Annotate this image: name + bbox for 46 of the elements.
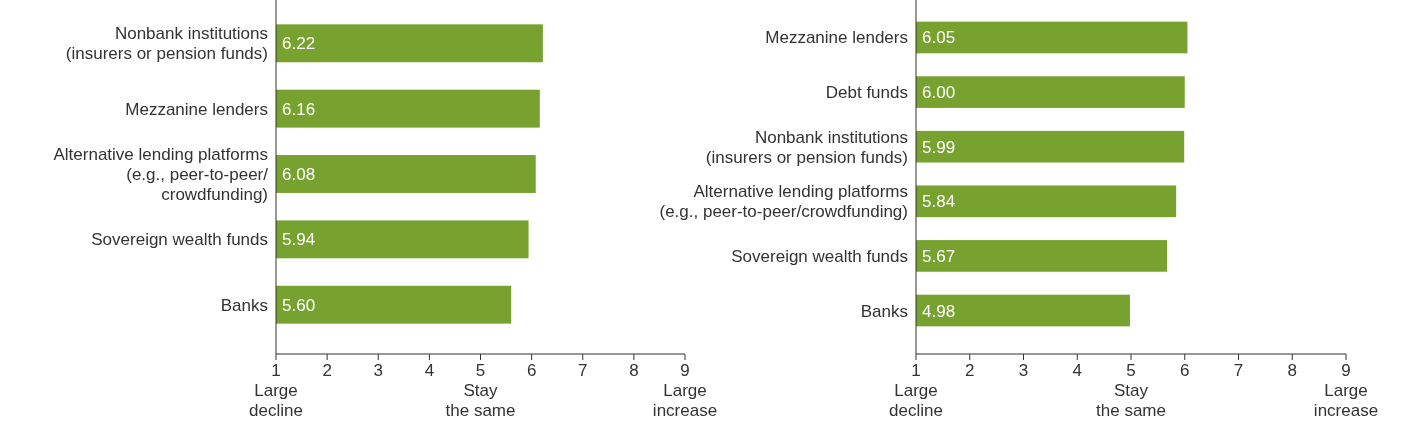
data-label: 5.99: [922, 137, 956, 157]
y-tick-label: Nonbank institutions (insurers or pension funds): [705, 127, 908, 167]
x-tick-label: 4: [424, 361, 435, 380]
data-label: 6.00: [922, 83, 956, 103]
x-tick-label: 8: [1287, 361, 1297, 380]
y-tick-label: Debt funds: [825, 83, 908, 103]
x-tick-label: 9: [680, 361, 690, 380]
y-tick-label: Banks: [860, 301, 908, 321]
x-tick-label: 9: [1341, 361, 1351, 380]
x-tick-label: 6: [526, 361, 537, 380]
data-label: 5.67: [922, 246, 956, 266]
x-tick-label: 1: [271, 361, 281, 380]
x-tick-label: 6: [1180, 361, 1190, 380]
data-label: 6.05: [922, 28, 956, 48]
data-label: 5.60: [282, 295, 316, 315]
x-tick-label: 7: [578, 361, 588, 380]
data-label: 6.16: [282, 99, 316, 119]
y-tick-label: Banks: [220, 295, 268, 315]
text: Stay the same: [445, 381, 516, 420]
x-tick-label: 3: [373, 361, 383, 380]
x-tick-label: 1: [911, 361, 921, 380]
y-tick-label: Sovereign wealth funds: [731, 246, 908, 266]
x-tick-label: 2: [322, 361, 332, 380]
text: Large increase: [652, 381, 718, 420]
x-tick-label: 7: [1233, 361, 1244, 380]
y-tick-label: Nonbank institutions (insurers or pension funds): [65, 24, 268, 64]
y-tick-label: Alternative lending platforms (e.g., peer-to-peer/crowdfunding): [659, 182, 908, 222]
x-tick-label: 8: [629, 361, 639, 380]
data-label: 6.08: [282, 165, 316, 184]
data-label: 4.98: [922, 301, 956, 321]
data-label: 5.84: [922, 192, 956, 212]
text: Stay the same: [1096, 381, 1166, 420]
x-tick-label: 4: [1072, 361, 1082, 380]
y-tick-label: Mezzanine lenders: [125, 99, 268, 119]
data-label: 6.22: [282, 34, 316, 54]
x-tick-label: 2: [965, 361, 975, 380]
x-tick-label: 5: [1126, 361, 1136, 380]
text: Large decline: [889, 381, 943, 420]
y-tick-label: Sovereign wealth funds: [91, 230, 268, 250]
y-tick-label: Alternative lending platforms (e.g., peer-to-peer/ crowdfunding): [53, 145, 269, 204]
y-tick-label: Mezzanine lenders: [765, 28, 908, 48]
text: Large increase: [1313, 381, 1379, 420]
text: Large decline: [249, 381, 303, 420]
data-label: 5.94: [282, 230, 316, 250]
x-tick-label: 5: [475, 361, 486, 380]
x-tick-label: 3: [1018, 361, 1029, 380]
